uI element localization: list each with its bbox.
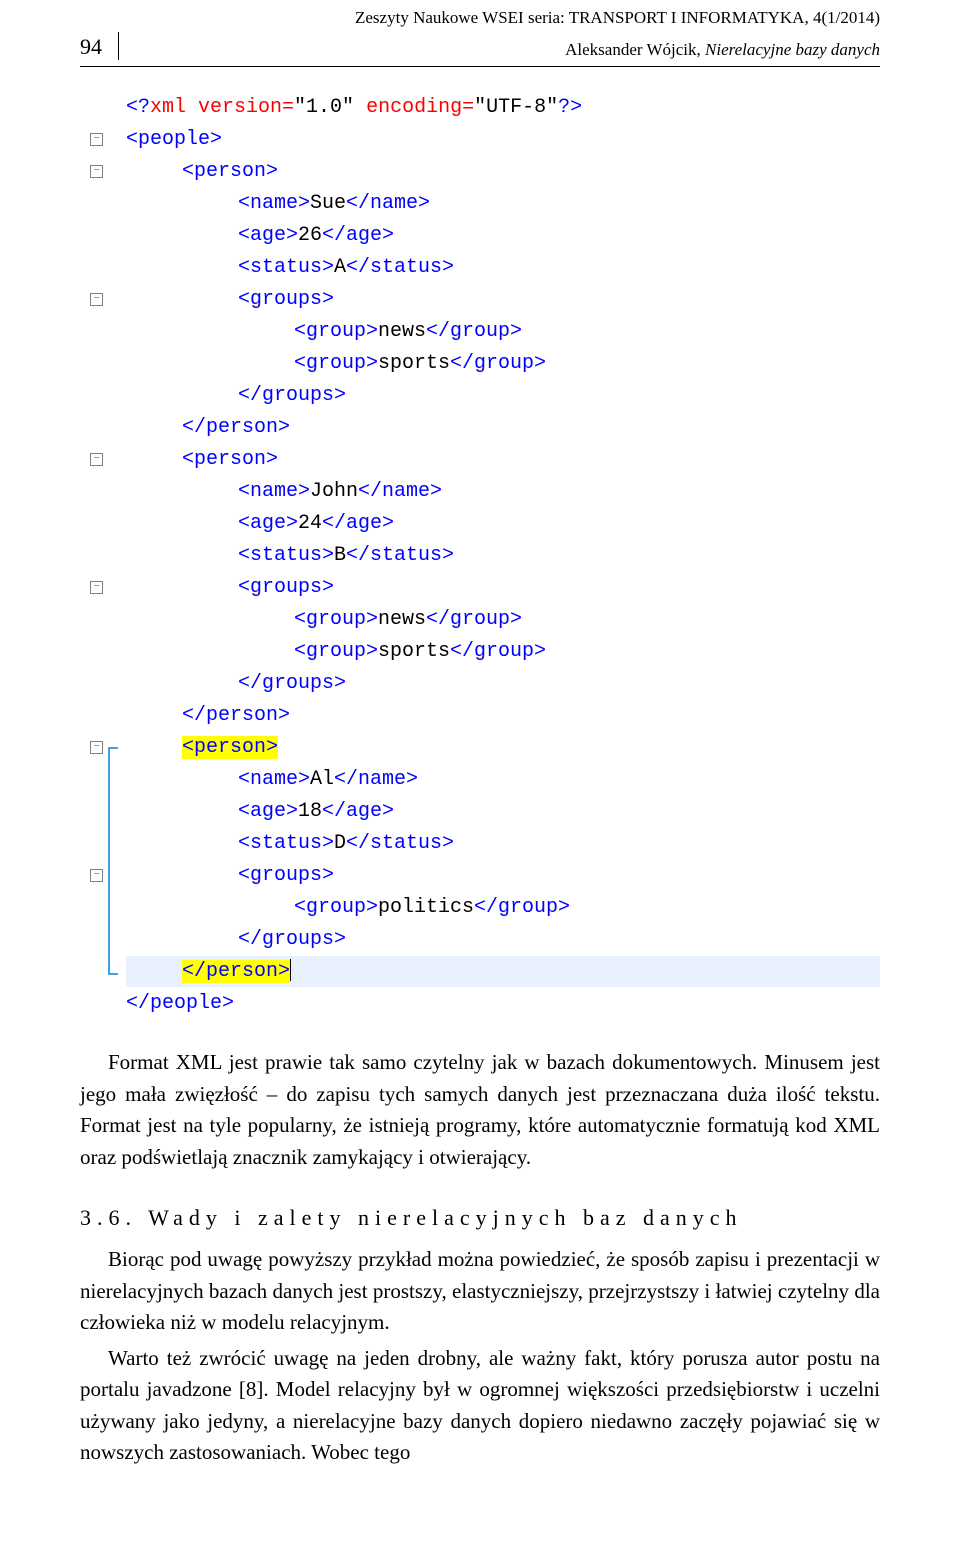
code-gutter: − (90, 453, 126, 466)
page-number: 94 (80, 34, 118, 60)
code-text: <age>26</age> (126, 220, 880, 251)
code-text: <age>18</age> (126, 796, 880, 827)
code-line: <status>A</status> (90, 251, 880, 283)
code-text: <group>sports</group> (126, 636, 880, 667)
code-line: − <people> (90, 123, 880, 155)
fold-icon[interactable]: − (90, 133, 103, 146)
code-line: − <person> (90, 443, 880, 475)
code-line: <age>24</age> (90, 507, 880, 539)
code-text: <people> (126, 124, 880, 155)
code-text: <person> (126, 444, 880, 475)
code-line: <status>B</status> (90, 539, 880, 571)
code-line: − <groups> (90, 283, 880, 315)
code-line: </people> (90, 987, 880, 1019)
code-text: </person> (126, 412, 880, 443)
fold-icon[interactable]: − (90, 453, 103, 466)
code-text: </person> (126, 956, 880, 987)
code-line: − <groups> (90, 571, 880, 603)
code-line: <status>D</status> (90, 827, 880, 859)
header-divider (118, 32, 119, 60)
code-line: <name>Al</name> (90, 763, 880, 795)
code-line: <group>news</group> (90, 603, 880, 635)
code-text: </groups> (126, 380, 880, 411)
code-line: <age>26</age> (90, 219, 880, 251)
code-text: <status>A</status> (126, 252, 880, 283)
code-text: <group>news</group> (126, 604, 880, 635)
fold-icon[interactable]: − (90, 165, 103, 178)
code-text: </people> (126, 988, 880, 1019)
code-text: <age>24</age> (126, 508, 880, 539)
code-line: <group>sports</group> (90, 635, 880, 667)
body-text: Format XML jest prawie tak samo czytelny… (80, 1047, 880, 1469)
code-line: <name>Sue</name> (90, 187, 880, 219)
code-line: <age>18</age> (90, 795, 880, 827)
code-block: <?xml version="1.0" encoding="UTF-8"?> − <… (80, 91, 880, 1047)
fold-icon[interactable]: − (90, 293, 103, 306)
page-header: 94 Aleksander Wójcik, Nierelacyjne bazy … (80, 32, 880, 67)
code-text: <person> (126, 732, 880, 763)
code-text: <name>John</name> (126, 476, 880, 507)
code-line: − <person> (90, 731, 880, 763)
section-title: Wady i zalety nierelacyjnych baz danych (148, 1205, 742, 1230)
code-text: <?xml version="1.0" encoding="UTF-8"?> (126, 92, 880, 123)
code-line: − <person> (90, 155, 880, 187)
code-text: </groups> (126, 668, 880, 699)
code-text: </groups> (126, 924, 880, 955)
code-line: </groups> (90, 923, 880, 955)
code-line: </person> (90, 411, 880, 443)
code-text: <status>D</status> (126, 828, 880, 859)
code-text: <groups> (126, 860, 880, 891)
text-cursor (290, 959, 291, 981)
author-name: Aleksander Wójcik (565, 40, 696, 59)
fold-icon[interactable]: − (90, 581, 103, 594)
section-heading: 3.6. Wady i zalety nierelacyjnych baz da… (80, 1201, 880, 1234)
code-line: <name>John</name> (90, 475, 880, 507)
code-gutter: − (90, 133, 126, 146)
code-text: </person> (126, 700, 880, 731)
paragraph-2: Biorąc pod uwagę powyższy przykład można… (80, 1244, 880, 1339)
author-line: Aleksander Wójcik, Nierelacyjne bazy dan… (137, 40, 880, 60)
code-text: <status>B</status> (126, 540, 880, 571)
fold-icon[interactable]: − (90, 741, 103, 754)
code-gutter: − (90, 293, 126, 306)
code-text: <group>sports</group> (126, 348, 880, 379)
paragraph-3: Warto też zwrócić uwagę na jeden drobny,… (80, 1343, 880, 1469)
code-text: <person> (126, 156, 880, 187)
code-line: </person> (90, 699, 880, 731)
code-line: </groups> (90, 667, 880, 699)
bracket-match-guide (108, 747, 118, 975)
code-line: <group>news</group> (90, 315, 880, 347)
code-text: <groups> (126, 284, 880, 315)
running-head: Zeszyty Naukowe WSEI seria: TRANSPORT I … (80, 0, 880, 32)
article-title: Nierelacyjne bazy danych (705, 40, 880, 59)
code-line: <?xml version="1.0" encoding="UTF-8"?> (90, 91, 880, 123)
code-text: <name>Sue</name> (126, 188, 880, 219)
code-text: <name>Al</name> (126, 764, 880, 795)
code-line: <group>politics</group> (90, 891, 880, 923)
code-gutter: − (90, 581, 126, 594)
fold-icon[interactable]: − (90, 869, 103, 882)
section-number: 3.6. (80, 1205, 137, 1230)
code-gutter: − (90, 165, 126, 178)
code-line: </groups> (90, 379, 880, 411)
code-line: <group>sports</group> (90, 347, 880, 379)
code-line: − <groups> (90, 859, 880, 891)
code-text: <group>politics</group> (126, 892, 880, 923)
code-line: </person> (90, 955, 880, 987)
paragraph-1: Format XML jest prawie tak samo czytelny… (80, 1047, 880, 1173)
code-text: <group>news</group> (126, 316, 880, 347)
code-text: <groups> (126, 572, 880, 603)
